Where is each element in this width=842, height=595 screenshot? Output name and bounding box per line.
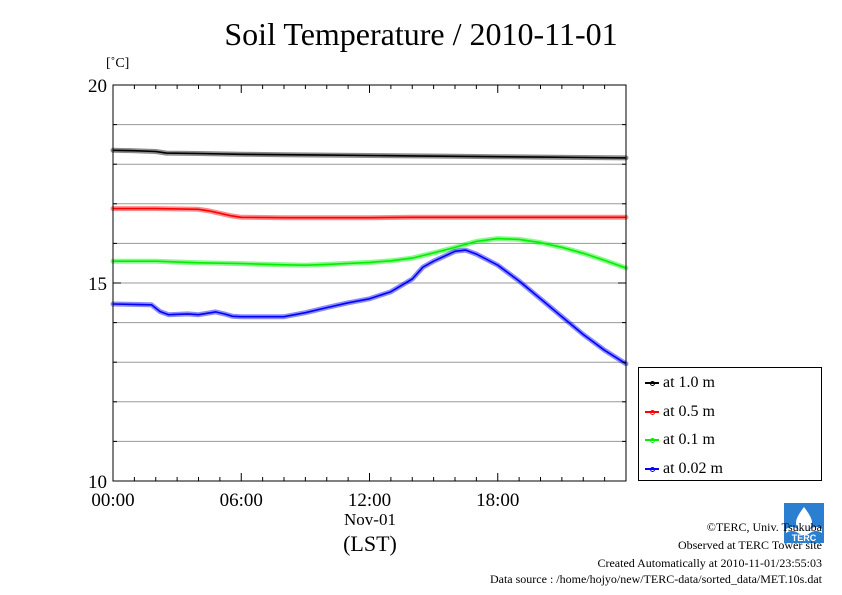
legend: at 1.0 m at 0.5 m at 0.1 m at 0.02 m <box>638 367 822 481</box>
footer-source: Data source : /home/hojyo/new/TERC-data/… <box>489 572 822 586</box>
legend-label: at 0.02 m <box>663 459 723 477</box>
series-line-0 <box>112 149 627 159</box>
legend-label: at 1.0 m <box>663 374 715 391</box>
series-line-2 <box>113 237 627 269</box>
legend-item: at 0.02 m <box>645 459 723 479</box>
x-tick-label: 06:00 <box>220 490 263 511</box>
footer-copyright: ©TERC, Univ. Tsukuba <box>706 520 822 534</box>
legend-label: at 0.1 m <box>663 431 715 448</box>
x-tick-label: 18:00 <box>476 490 519 511</box>
legend-item: at 1.0 m <box>645 373 715 393</box>
legend-swatch <box>645 381 659 386</box>
chart-title: Soil Temperature / 2010-11-01 <box>224 16 618 52</box>
y-axis-unit-label: [˚C] <box>106 56 130 71</box>
series-line-3 <box>112 249 627 365</box>
legend-item: at 0.5 m <box>645 402 715 422</box>
x-tick-label: 12:00 <box>348 490 391 511</box>
legend-label: at 0.5 m <box>663 402 715 420</box>
legend-swatch <box>645 409 659 415</box>
terc-logo: TERC <box>784 503 824 543</box>
x-tick-label: 00:00 <box>91 490 134 511</box>
footer-created: Created Automatically at 2010-11-01/23:5… <box>597 556 822 570</box>
y-tick-label: 20 <box>88 76 107 97</box>
logo-text: TERC <box>792 533 817 543</box>
series-line-1 <box>113 207 626 219</box>
y-tick-label: 15 <box>88 274 107 295</box>
legend-swatch <box>645 438 659 443</box>
y-tick-label: 10 <box>88 472 107 493</box>
legend-item: at 0.1 m <box>645 430 715 450</box>
legend-swatch <box>645 466 659 472</box>
footer-site: Observed at TERC Tower site <box>677 538 822 552</box>
x-timezone-label: (LST) <box>343 531 397 556</box>
series-line-halo-1 <box>110 206 629 221</box>
x-date-label: Nov-01 <box>344 510 396 529</box>
